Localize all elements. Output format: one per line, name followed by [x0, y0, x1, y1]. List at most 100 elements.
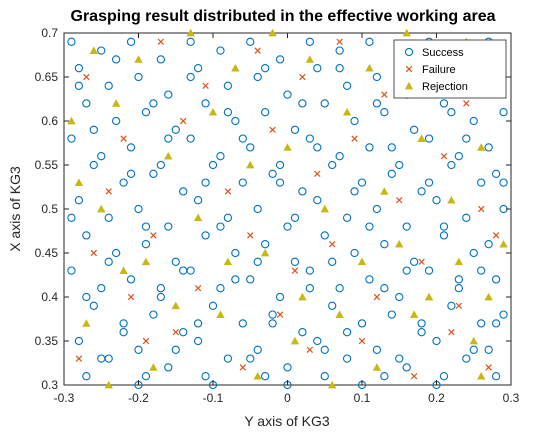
success-point-26 [134, 204, 143, 214]
success-point-106 [372, 72, 382, 82]
success-point-43 [193, 64, 203, 73]
failure-point-21 [336, 38, 343, 46]
success-point-63 [246, 37, 255, 46]
failure-point-1 [120, 135, 127, 142]
success-point-1 [74, 64, 84, 73]
success-point-105 [365, 37, 374, 46]
success-point-194 [82, 292, 91, 302]
failure-point-16 [276, 311, 284, 318]
rejection-point-16 [246, 160, 255, 169]
rejection-point-12 [208, 108, 218, 116]
success-point-158 [74, 81, 84, 90]
success-point-4 [89, 160, 98, 170]
success-point-62 [223, 354, 233, 363]
chart-title: Grasping result distributed in the effec… [71, 8, 496, 25]
success-point-35 [156, 160, 165, 170]
success-point-21 [126, 37, 136, 46]
rejection-point-35 [395, 240, 404, 248]
failure-point-25 [381, 91, 388, 98]
success-point-90 [320, 231, 329, 240]
success-point-23 [141, 108, 151, 117]
success-point-171 [126, 169, 136, 178]
success-point-145 [477, 319, 486, 328]
success-point-10 [82, 372, 91, 381]
success-point-33 [164, 90, 173, 99]
success-point-144 [454, 284, 463, 293]
success-point-54 [223, 81, 233, 90]
failure-point-31 [418, 258, 425, 266]
success-point-195 [119, 328, 128, 337]
success-point-65 [260, 108, 270, 117]
legend-success-marker [404, 47, 414, 57]
x-tick-label: -0.2 [128, 391, 149, 405]
success-point-30 [134, 345, 143, 354]
success-point-173 [201, 178, 210, 187]
y-tick-label: 0.4 [41, 290, 58, 304]
success-point-133 [424, 266, 434, 275]
rejection-point-14 [216, 310, 225, 318]
success-point-36 [179, 187, 188, 196]
success-point-113 [387, 310, 396, 319]
failure-point-20 [306, 346, 314, 354]
success-point-47 [193, 196, 203, 205]
success-point-73 [260, 372, 270, 381]
y-tick-label: 0.55 [35, 158, 59, 172]
success-point-107 [380, 108, 389, 117]
rejection-point-25 [298, 292, 307, 301]
success-point-119 [395, 160, 404, 170]
success-point-141 [477, 178, 486, 187]
success-point-89 [313, 196, 322, 205]
y-tick-label: 0.6 [41, 114, 58, 128]
success-point-64 [253, 72, 262, 82]
y-axis-label: X axis of KG3 [7, 166, 23, 252]
rejection-point-5 [82, 319, 91, 327]
success-point-202 [380, 284, 389, 293]
success-point-60 [216, 284, 225, 293]
failure-point-28 [410, 372, 418, 380]
success-point-104 [342, 354, 352, 363]
failure-point-26 [396, 196, 403, 204]
success-point-193 [477, 266, 486, 275]
rejection-point-38 [447, 196, 456, 204]
success-point-57 [238, 178, 247, 187]
success-point-71 [268, 310, 277, 319]
success-point-129 [424, 134, 434, 143]
success-point-153 [484, 240, 493, 249]
success-point-165 [335, 64, 344, 73]
failure-point-35 [455, 302, 463, 310]
success-point-31 [141, 372, 151, 381]
success-point-177 [350, 187, 359, 196]
success-point-121 [402, 222, 411, 231]
rejection-point-21 [260, 248, 270, 257]
failure-point-22 [351, 135, 358, 142]
success-point-80 [290, 257, 300, 266]
success-point-183 [104, 257, 113, 266]
y-tick-label: 0.5 [41, 202, 58, 216]
failure-point-14 [269, 126, 276, 134]
success-point-41 [164, 363, 173, 372]
success-point-166 [372, 99, 382, 108]
legend-rejection-marker [404, 81, 414, 90]
y-tick-label: 0.65 [35, 70, 59, 84]
y-tick-label: 0.3 [41, 378, 58, 392]
success-point-214 [395, 354, 404, 363]
failure-point-23 [328, 240, 336, 248]
success-point-180 [462, 134, 471, 143]
success-point-87 [305, 134, 314, 143]
success-point-78 [298, 187, 307, 196]
failure-point-9 [202, 82, 209, 90]
success-point-196 [156, 284, 165, 293]
rejection-point-10 [171, 301, 180, 310]
y-tick-label: 0.35 [35, 334, 59, 348]
success-point-51 [193, 336, 203, 346]
success-point-17 [112, 248, 121, 258]
success-point-120 [417, 187, 426, 196]
rejection-point-3 [97, 204, 106, 213]
success-point-187 [253, 257, 262, 266]
legend-failure-marker [405, 65, 413, 73]
failure-point-19 [291, 267, 299, 274]
success-point-19 [119, 319, 128, 328]
rejection-point-42 [454, 257, 464, 266]
success-point-76 [290, 125, 300, 134]
success-point-109 [387, 169, 396, 178]
